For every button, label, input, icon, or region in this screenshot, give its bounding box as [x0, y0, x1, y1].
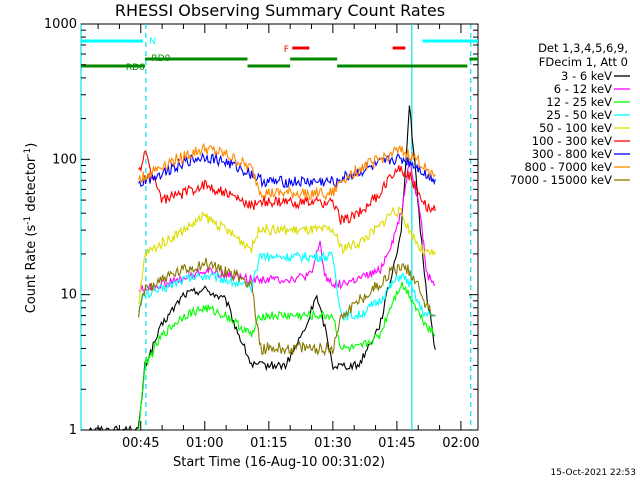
- legend-entry: 3 - 6 keV: [561, 69, 612, 83]
- x-tick-label: 01:30: [314, 436, 351, 451]
- y-label-main: Count Rate (s: [24, 225, 39, 314]
- plot-frame: [80, 23, 479, 431]
- series-line-4: [138, 206, 436, 305]
- flag-label-f: F: [284, 45, 289, 55]
- y-label-sup-2: -1: [23, 148, 33, 157]
- chart-title: RHESSI Observing Summary Count Rates: [115, 1, 445, 20]
- series-line-6: [138, 152, 436, 189]
- x-tick-label: 01:00: [186, 436, 223, 451]
- footer-date: 15-Oct-2021 22:53: [551, 468, 636, 478]
- series-line-2: [138, 281, 436, 431]
- legend-header-line: FDecim 1, Att 0: [539, 55, 628, 69]
- legend-entry: 12 - 25 keV: [546, 95, 612, 109]
- series-line-3: [138, 251, 436, 322]
- legend-entry: 50 - 100 keV: [539, 121, 612, 135]
- legend-entry: 800 - 7000 keV: [524, 160, 612, 174]
- y-tick-label: 1000: [44, 17, 77, 32]
- y-tick-label: 10: [60, 288, 77, 303]
- series-line-5: [138, 150, 436, 225]
- flag-label-rd0: RD0: [151, 54, 170, 64]
- legend-entry: 100 - 300 keV: [532, 134, 612, 148]
- flag-bars: N F RD0 RD6: [81, 37, 478, 73]
- series-line-8: [138, 257, 436, 357]
- y-label-mid: detector: [24, 156, 39, 216]
- legend: Det 1,3,4,5,6,9,FDecim 1, Att 03 - 6 keV…: [510, 41, 630, 187]
- legend-header-line: Det 1,3,4,5,6,9,: [538, 41, 628, 55]
- y-axis-label: Count Rate (s-1 detector-1): [23, 143, 39, 314]
- x-tick-label: 02:00: [442, 436, 479, 451]
- y-tick-label: 100: [52, 152, 77, 167]
- x-axis-label: Start Time (16-Aug-10 00:31:02): [173, 455, 385, 470]
- series-line-7: [138, 143, 436, 201]
- flag-label-n: N: [149, 37, 156, 47]
- legend-entry: 25 - 50 keV: [546, 108, 612, 122]
- x-tick-label: 00:45: [122, 436, 159, 451]
- x-tick-label: 01:15: [250, 436, 287, 451]
- legend-entry: 6 - 12 keV: [554, 82, 612, 96]
- series-line-1: [138, 158, 436, 294]
- legend-entry: 300 - 800 keV: [532, 147, 612, 161]
- flag-label-rd6: RD6: [126, 63, 145, 73]
- series-lines: [81, 105, 436, 432]
- y-label-end: ): [24, 143, 39, 148]
- axes: 1 10 100 1000 00:45 01:00 01:15 01:30 01:45 02:00: [44, 17, 480, 451]
- plot-area: [80, 23, 479, 431]
- legend-entry: 7000 - 15000 keV: [510, 173, 612, 187]
- y-tick-label: 1: [69, 423, 77, 438]
- y-label-sup-1: -1: [23, 216, 33, 225]
- x-tick-label: 01:45: [378, 436, 415, 451]
